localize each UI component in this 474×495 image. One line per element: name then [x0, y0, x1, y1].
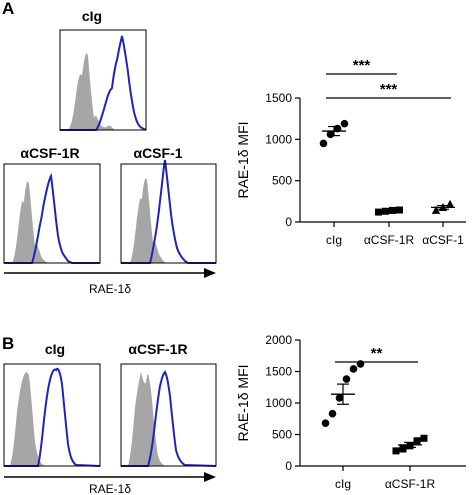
stain-histogram: [4, 172, 100, 264]
histogram-title-b-acsf1r: αCSF-1R: [128, 341, 187, 357]
significance-stars: ***: [353, 57, 371, 74]
histogram-axis-label-a: RAE-1δ: [89, 282, 131, 296]
data-point: [356, 360, 365, 368]
isotype-histogram: [60, 53, 115, 130]
histogram-frame: [120, 163, 217, 264]
histogram-a-cig: cIg: [59, 8, 147, 131]
stain-histogram: [121, 370, 217, 467]
x-tick-label: cIg: [335, 477, 351, 491]
data-point: [319, 139, 328, 148]
histogram-a-acsf1: αCSF-1: [120, 145, 217, 264]
y-tick-label: 500: [272, 428, 292, 442]
stain-histogram: [60, 35, 147, 131]
y-tick-label: 1500: [265, 91, 292, 105]
histogram-a-acsf1r: αCSF-1R: [3, 145, 101, 264]
data-point: [321, 419, 330, 427]
isotype-histogram: [4, 372, 45, 466]
histogram-frame: [3, 163, 101, 264]
y-tick-label: 0: [285, 215, 292, 229]
y-axis-title: RAE-1δ MFI: [235, 121, 251, 198]
panel-letter-a: A: [2, 0, 14, 18]
data-point: [413, 437, 421, 445]
y-tick-label: 2000: [265, 333, 292, 347]
data-point: [431, 205, 441, 214]
data-point: [326, 130, 335, 139]
data-point: [392, 447, 400, 455]
data-point: [328, 409, 337, 418]
histogram-title-a-cig: cIg: [82, 8, 102, 24]
data-point: [340, 119, 349, 128]
significance-stars: ***: [380, 81, 398, 98]
histogram-title-a-acsf1r: αCSF-1R: [20, 145, 79, 161]
data-point: [349, 365, 358, 373]
histogram-axis-b: RAE-1δ: [4, 472, 216, 495]
histogram-b-cig: cIg: [3, 341, 101, 467]
y-tick-label: 500: [272, 174, 292, 188]
x-tick-label: αCSF-1R: [364, 233, 415, 247]
data-point: [396, 206, 403, 214]
isotype-histogram: [4, 181, 48, 263]
stain-histogram: [121, 159, 216, 264]
data-point: [375, 208, 382, 216]
data-point: [335, 394, 344, 402]
data-point: [445, 199, 455, 208]
histogram-b-acsf1r: αCSF-1R: [120, 341, 217, 467]
x-tick-label: αCSF-1R: [385, 477, 436, 491]
histogram-title-b-cig: cIg: [45, 341, 65, 357]
data-point: [420, 434, 428, 442]
significance-stars: **: [371, 345, 383, 362]
x-tick-label: αCSF-1: [422, 233, 464, 247]
y-tick-label: 1000: [265, 396, 292, 410]
data-point: [342, 375, 351, 383]
histogram-axis-a: RAE-1δ: [4, 268, 216, 296]
panel-letter-b: B: [2, 334, 14, 353]
histogram-title-a-acsf1: αCSF-1: [133, 145, 182, 161]
y-axis-title: RAE-1δ MFI: [235, 364, 251, 441]
y-tick-label: 0: [285, 459, 292, 473]
scatter-plot-b: 0 500 1000 1500 2000 RAE-1δ MFI cIg αCSF-1R **: [235, 333, 466, 491]
y-tick-label: 1500: [265, 365, 292, 379]
scatter-plot-a: 0 500 1000 1500 RAE-1δ MFI cIg αCSF-1R αCSF-1 **…: [235, 57, 466, 247]
histogram-frame: [120, 363, 217, 467]
histogram-frame: [59, 29, 147, 131]
data-point: [399, 445, 407, 453]
isotype-histogram: [121, 372, 165, 466]
histogram-frame: [3, 363, 101, 467]
y-tick-label: 1000: [265, 132, 292, 146]
x-tick-label: cIg: [326, 233, 342, 247]
stain-histogram: [4, 367, 101, 467]
histogram-axis-label-b: RAE-1δ: [89, 482, 131, 495]
isotype-histogram: [121, 178, 166, 263]
